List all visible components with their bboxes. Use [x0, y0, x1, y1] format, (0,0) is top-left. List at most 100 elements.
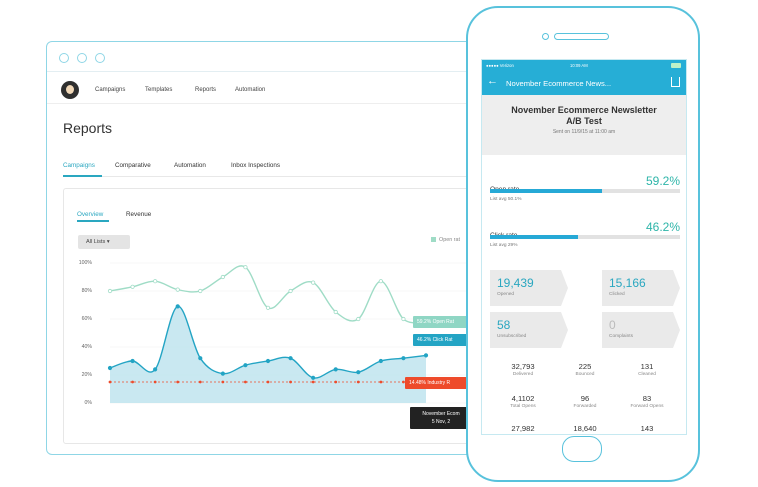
- badge-opened-value: 19,439: [497, 276, 534, 290]
- tab-automation[interactable]: Automation: [174, 162, 206, 169]
- window-titlebar: [47, 42, 485, 72]
- app-nav: Campaigns Templates Reports Automation: [47, 78, 485, 104]
- nav-reports[interactable]: Reports: [195, 87, 217, 93]
- tooltip-click-rate: 46.2% Click Rat: [413, 334, 471, 346]
- badge-unsubscribed-value: 58: [497, 318, 511, 332]
- y-tick-label: 60%: [81, 316, 92, 322]
- open-rate-bar-fill: [490, 189, 603, 193]
- stat-label: Cleaned: [638, 372, 656, 377]
- share-icon[interactable]: [671, 77, 680, 87]
- window-minimize-dot[interactable]: [77, 53, 87, 63]
- lists-dropdown-label: All Lists: [86, 239, 106, 245]
- legend-swatch: [431, 237, 436, 242]
- click-rate-metric: Click rate 46.2% List avg 29%: [490, 220, 680, 248]
- chevron-down-icon: ▾: [106, 239, 110, 245]
- chart-card: Overview Revenue All Lists ▾ Open rat: [63, 188, 485, 444]
- report-header: November Ecommerce Newsletter A/B Test S…: [482, 95, 686, 155]
- subtab-revenue[interactable]: Revenue: [126, 211, 152, 218]
- click-rate-list-avg: List avg 29%: [490, 243, 518, 248]
- open-rate-metric: Open rate 59.2% List avg 50.1%: [490, 174, 680, 202]
- subtab-overview[interactable]: Overview: [77, 211, 104, 218]
- click-rate-bar-fill: [490, 235, 578, 239]
- stat-value: 225: [578, 362, 592, 371]
- stat-label: Total Opens: [510, 404, 536, 409]
- stat-bounced: 225 Bounced: [555, 362, 615, 377]
- badge-opened-label: Opened: [497, 292, 515, 297]
- stat-forwarded: 96 Forwarded: [555, 394, 615, 409]
- badge-unsubscribed-label: Unsubscribed: [497, 334, 527, 339]
- stat-value: 131: [640, 362, 654, 371]
- stat-cleaned: 131 Cleaned: [617, 362, 677, 377]
- tabs-divider: [63, 176, 485, 177]
- tooltip-campaign-day: 5 Nov, 2: [431, 419, 451, 425]
- badge-clicked-value: 15,166: [609, 276, 646, 290]
- badge-opened[interactable]: 19,439 Opened: [490, 270, 568, 306]
- browser-window: Campaigns Templates Reports Automation R…: [46, 41, 486, 455]
- phone-screen: ●●●●● Verizon 10:09 AM ← November Ecomme…: [481, 59, 687, 435]
- stat-value: 96: [580, 394, 590, 403]
- badge-complaints[interactable]: 0 Complaints: [602, 312, 680, 348]
- stat-row3-3: 143: [617, 424, 677, 433]
- stat-label: Forward Opens: [630, 404, 664, 409]
- page-title: Reports: [63, 120, 113, 136]
- badge-unsubscribed[interactable]: 58 Unsubscribed: [490, 312, 568, 348]
- stat-delivered: 32,793 Delivered: [493, 362, 553, 377]
- legend-open-rate: Open rat: [431, 237, 460, 243]
- app-title: November Ecommerce News...: [506, 79, 612, 88]
- stat-value: 83: [642, 394, 652, 403]
- speaker-icon: [554, 33, 609, 40]
- battery-icon: [671, 63, 681, 68]
- stat-label: Delivered: [512, 372, 534, 377]
- stat-row3-1: 27,982: [493, 424, 553, 433]
- y-tick-label: 40%: [81, 344, 92, 350]
- tab-comparative[interactable]: Comparative: [115, 162, 151, 169]
- status-bar: ●●●●● Verizon 10:09 AM: [482, 60, 686, 71]
- stat-forward-opens: 83 Forward Opens: [617, 394, 677, 409]
- status-time: 10:09 AM: [570, 63, 588, 68]
- y-tick-label: 80%: [81, 288, 92, 294]
- stat-label: Forwarded: [573, 404, 597, 409]
- back-arrow-icon[interactable]: ←: [487, 75, 498, 87]
- open-rate-list-avg: List avg 50.1%: [490, 197, 522, 202]
- legend-label: Open rat: [439, 237, 460, 243]
- mailchimp-logo-icon[interactable]: [61, 81, 79, 99]
- home-button[interactable]: [562, 436, 602, 462]
- badge-clicked-label: Clicked: [609, 292, 625, 297]
- open-rate-bar: [490, 189, 680, 193]
- stat-row3-2: 18,640: [555, 424, 615, 433]
- phone-mockup: ●●●●● Verizon 10:09 AM ← November Ecomme…: [466, 6, 700, 482]
- y-tick-label: 100%: [78, 260, 92, 266]
- stat-label: Bounced: [575, 372, 595, 377]
- open-rate-value: 59.2%: [645, 174, 680, 188]
- stat-value: 32,793: [511, 362, 535, 371]
- tooltip-campaign-date: November Ecom 5 Nov, 2: [410, 407, 472, 429]
- tab-inbox-inspections[interactable]: Inbox Inspections: [231, 162, 281, 169]
- tooltip-campaign-name: November Ecom: [422, 411, 460, 417]
- active-tab-indicator: [63, 175, 102, 177]
- nav-campaigns[interactable]: Campaigns: [95, 87, 126, 93]
- badge-complaints-value: 0: [609, 318, 616, 332]
- camera-icon: [542, 33, 549, 40]
- nav-automation[interactable]: Automation: [235, 87, 266, 93]
- lists-dropdown[interactable]: All Lists ▾: [78, 235, 130, 249]
- badge-clicked[interactable]: 15,166 Clicked: [602, 270, 680, 306]
- stat-value: 18,640: [573, 424, 597, 433]
- click-rate-bar: [490, 235, 680, 239]
- click-rate-value: 46.2%: [645, 220, 680, 234]
- stat-value: 143: [640, 424, 654, 433]
- y-tick-label: 0%: [84, 400, 93, 406]
- app-header: ← November Ecommerce News...: [482, 71, 686, 95]
- nav-templates[interactable]: Templates: [145, 87, 173, 93]
- active-subtab-indicator: [77, 220, 109, 222]
- window-maximize-dot[interactable]: [95, 53, 105, 63]
- tab-campaigns[interactable]: Campaigns: [63, 162, 95, 169]
- carrier-label: ●●●●● Verizon: [486, 63, 514, 68]
- report-sent-date: Sent on 11/9/15 at 11:00 am: [552, 129, 616, 135]
- report-title: November Ecommerce Newsletter A/B Test: [511, 105, 657, 126]
- badge-complaints-label: Complaints: [609, 334, 633, 339]
- window-close-dot[interactable]: [59, 53, 69, 63]
- stat-value: 27,982: [511, 424, 535, 433]
- stat-total-opens: 4,1102 Total Opens: [493, 394, 553, 409]
- tooltip-open-rate: 59.2% Open Rat: [413, 316, 471, 328]
- y-tick-label: 20%: [81, 372, 92, 378]
